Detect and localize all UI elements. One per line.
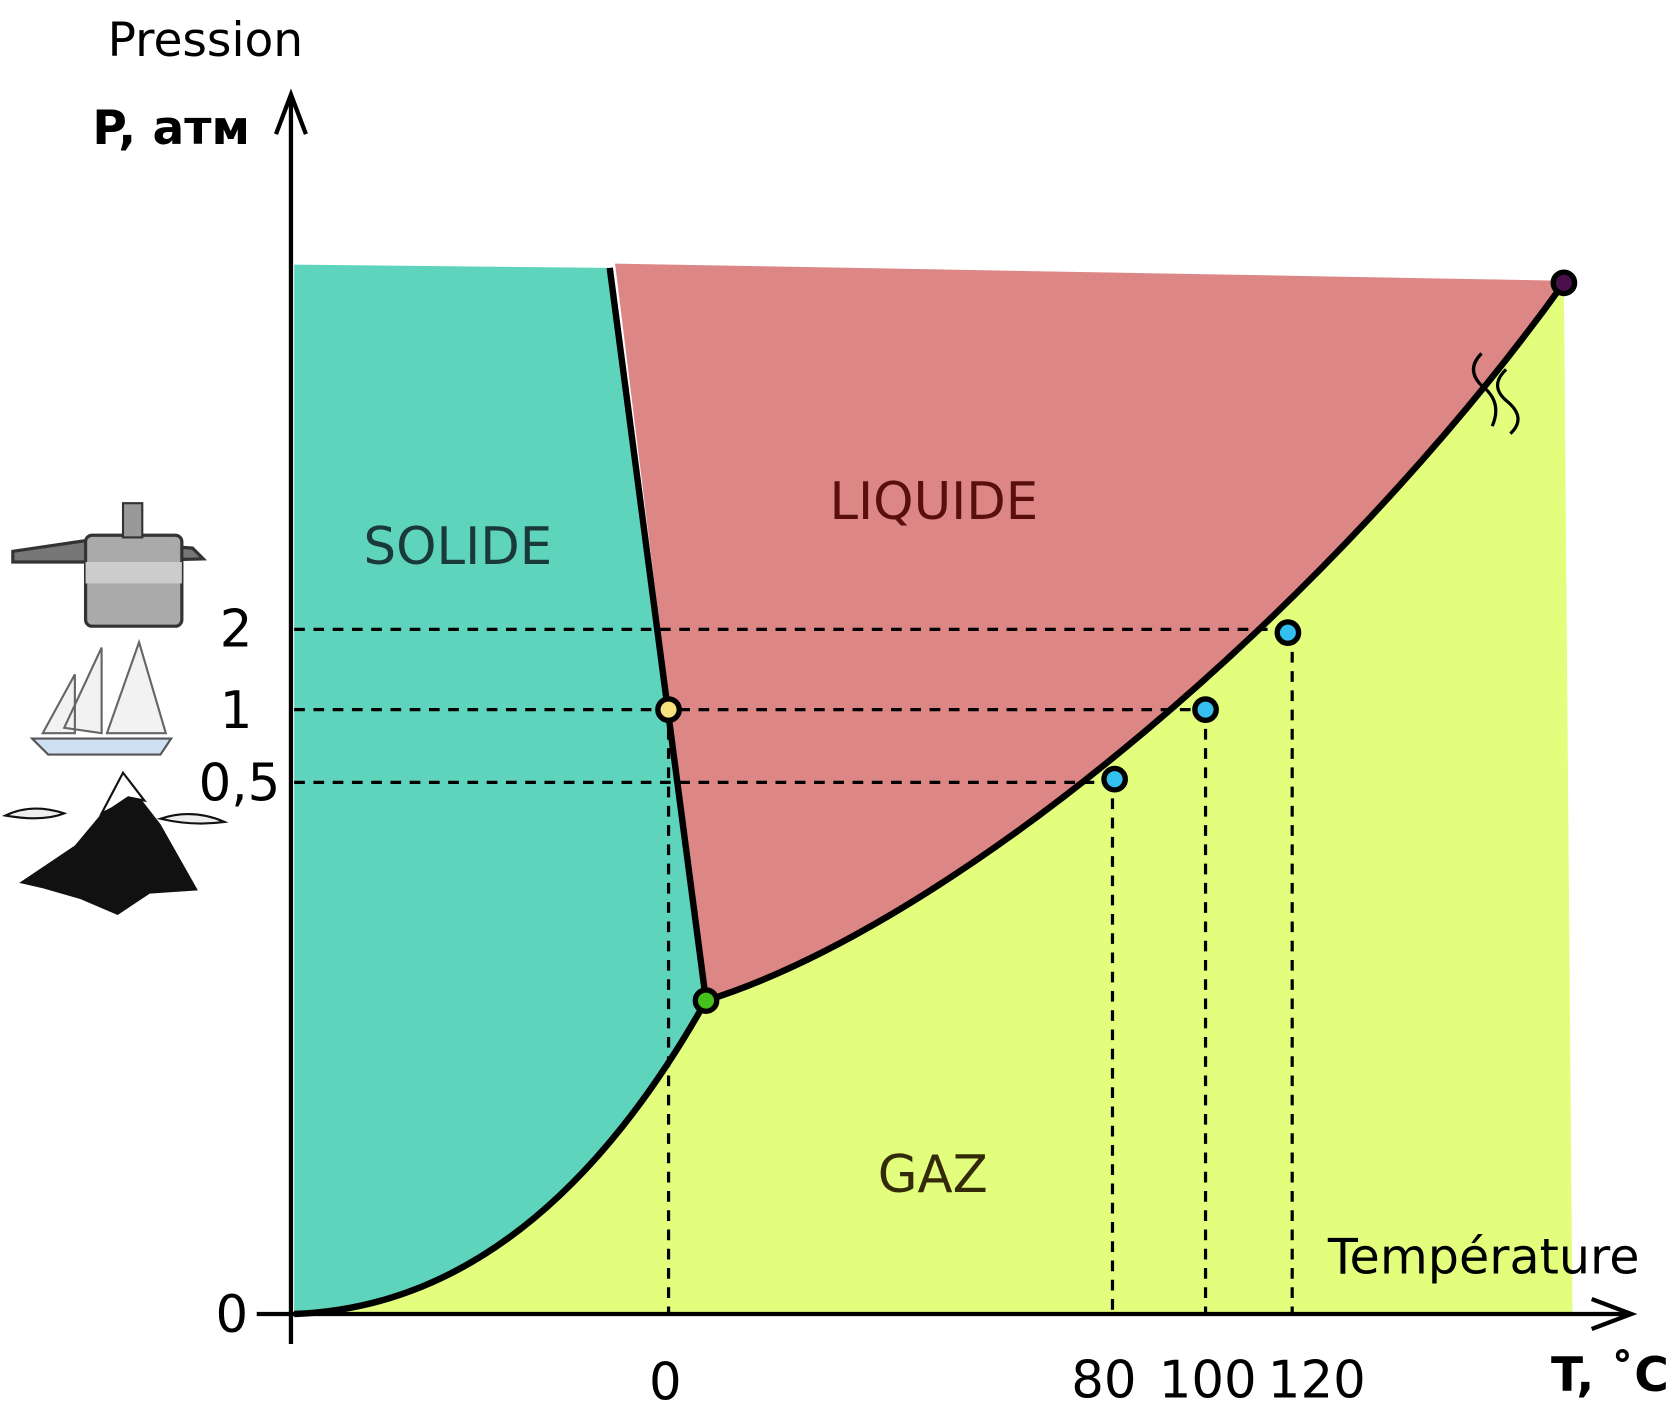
x-tick-label: 0 xyxy=(649,1353,682,1413)
axes xyxy=(256,88,1638,1344)
x-tick-label: 100 xyxy=(1159,1350,1257,1410)
mountain-icon xyxy=(1,770,229,916)
y-tick-label: 0 xyxy=(215,1285,248,1345)
points xyxy=(655,269,1578,1014)
x-tick-label: 80 xyxy=(1071,1350,1136,1410)
gas-region xyxy=(294,282,1573,1315)
x-tick-label: 120 xyxy=(1268,1350,1366,1410)
y-label: P, атм xyxy=(92,101,250,156)
solid-region xyxy=(294,264,706,1315)
guides xyxy=(294,627,1294,1315)
x-title: Température xyxy=(1327,1227,1640,1285)
x-label: T, ˚C xyxy=(1551,1348,1669,1403)
y-title: Pression xyxy=(108,13,304,68)
y-tick-label: 0,5 xyxy=(199,754,281,814)
pressure-cooker-icon xyxy=(11,502,208,628)
y-tick-label: 1 xyxy=(220,681,253,741)
sailboat-icon xyxy=(29,638,174,756)
y-tick-label: 2 xyxy=(220,600,253,660)
solid-label: SOLIDE xyxy=(363,517,552,577)
liquid-label: LIQUIDE xyxy=(829,472,1038,532)
break-mark xyxy=(1471,352,1520,435)
sublimation-curve xyxy=(294,999,709,1318)
fusion-curve xyxy=(606,267,710,1002)
gas-label: GAZ xyxy=(878,1145,988,1205)
vaporization-curve xyxy=(705,280,1567,1004)
liquid-region xyxy=(615,263,1562,1001)
